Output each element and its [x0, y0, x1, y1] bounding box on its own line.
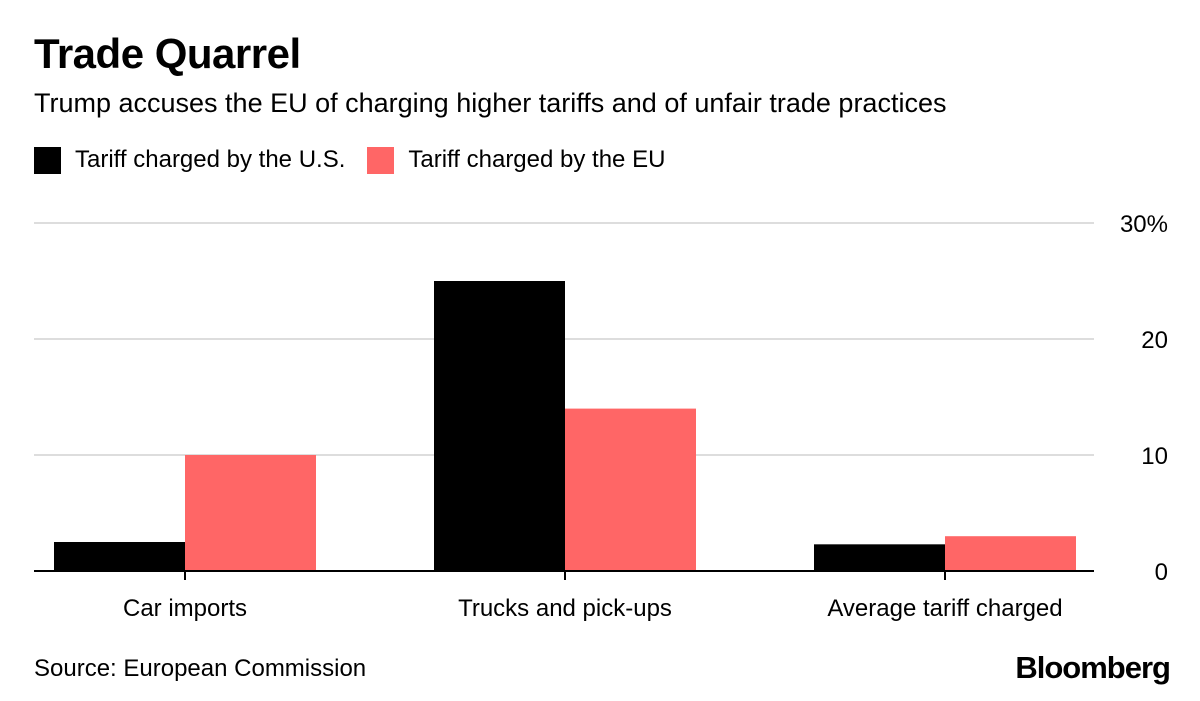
- bar-us-0: [54, 542, 185, 571]
- bar-eu-1: [565, 408, 696, 571]
- chart-title: Trade Quarrel: [34, 30, 301, 77]
- bar-us-2: [814, 544, 945, 571]
- bar-eu-2: [945, 536, 1076, 571]
- legend-label-us: Tariff charged by the U.S.: [75, 146, 346, 173]
- legend-item-eu: Tariff charged by the EU: [367, 146, 665, 174]
- legend-swatch-us: [34, 146, 61, 174]
- y-tick-label-0: 0: [1155, 559, 1168, 586]
- x-tick-label-2: Average tariff charged: [827, 595, 1062, 622]
- x-tick-label-0: Car imports: [123, 595, 247, 622]
- legend-label-eu: Tariff charged by the EU: [408, 146, 666, 173]
- bar-us-1: [434, 281, 565, 571]
- y-tick-label-10: 10: [1141, 443, 1168, 470]
- bar-eu-0: [185, 455, 316, 571]
- legend-item-us: Tariff charged by the U.S.: [34, 146, 345, 174]
- legend: Tariff charged by the U.S. Tariff charge…: [34, 146, 687, 174]
- y-tick-label-20: 20: [1141, 327, 1168, 354]
- y-tick-label-30: 30%: [1120, 211, 1168, 238]
- x-tick-label-1: Trucks and pick-ups: [458, 595, 672, 622]
- brand-logo: Bloomberg: [1015, 650, 1171, 685]
- source-note: Source: European Commission: [34, 655, 367, 682]
- chart-subtitle: Trump accuses the EU of charging higher …: [34, 88, 947, 118]
- legend-swatch-eu: [367, 146, 395, 174]
